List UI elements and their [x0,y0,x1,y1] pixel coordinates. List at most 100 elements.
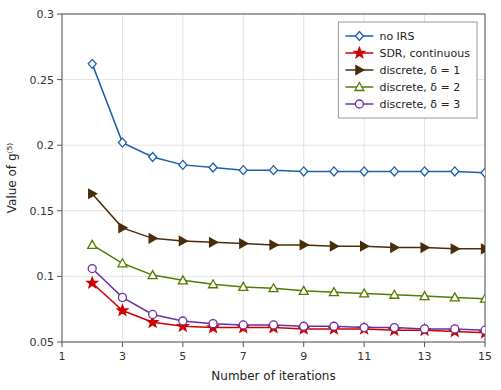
point [240,239,248,248]
legend-marker [356,66,364,75]
point [87,277,97,287]
point [239,282,248,290]
legend-box [338,22,477,118]
tick-label: 0.05 [30,336,55,349]
point [391,243,399,252]
point [420,292,429,300]
point [210,238,218,247]
point [300,167,308,176]
legend-label: no IRS [379,30,414,43]
point [359,323,369,333]
grid-line [182,14,183,342]
point [209,320,217,328]
point [209,280,218,288]
series [88,240,485,302]
point [270,240,278,249]
point [390,167,398,176]
grid-line [243,14,244,342]
point [300,322,308,330]
series-line [92,269,485,331]
tick-label: 1 [59,350,66,363]
x-axis-label: Number of iterations [211,369,335,383]
tick-label: 9 [300,350,307,363]
tick-label: 0.3 [37,8,55,21]
legend-label: discrete, δ = 2 [379,81,460,94]
tick [62,342,63,347]
point [360,324,368,332]
series-line [92,245,485,299]
point [451,325,459,333]
point [329,288,338,296]
point [88,240,97,248]
legend-label: discrete, δ = 1 [379,64,460,77]
tick [364,342,365,347]
legend-label: discrete, δ = 3 [379,98,460,111]
tick [303,342,304,347]
point [179,160,187,169]
point [451,167,459,176]
point [118,293,126,301]
point [421,325,429,333]
point [89,189,97,198]
tick [57,79,62,80]
point [270,166,278,175]
tick-label: 3 [119,350,126,363]
series [87,277,485,337]
point [481,294,486,302]
point [178,276,187,284]
point [179,317,187,325]
tick [485,342,486,347]
point [239,321,247,329]
tick-label: 0.25 [30,74,55,87]
point [148,271,157,279]
point [239,166,247,175]
point [330,322,338,330]
point [149,234,157,243]
y-axis-label: Value of g⁽⁵⁾ [5,143,19,214]
point [450,293,459,301]
point [421,167,429,176]
point [421,243,429,252]
plot-background [62,14,485,342]
legend: no IRS SDR, continuous discrete, δ = 1 disc… [338,22,477,118]
tick [122,342,123,347]
tick-label: 7 [240,350,247,363]
tick-label: 0.2 [37,139,55,152]
legend-marker [355,32,363,41]
tick-label: 15 [478,350,492,363]
data [87,59,485,337]
point [481,168,485,177]
point [390,290,399,298]
tick [57,14,62,15]
point [118,138,126,147]
point [330,242,338,251]
series [89,189,485,253]
legend-marker [355,83,364,91]
point [361,242,369,251]
legend-label: SDR, continuous [379,47,470,60]
tick [424,342,425,347]
tick-label: 0.1 [37,270,55,283]
grid-line [62,276,485,277]
point [149,310,157,318]
point [119,223,127,232]
chart: 0.050.10.150.20.250.313579111315Number o… [0,0,501,390]
tick-label: 5 [179,350,186,363]
series [88,265,485,335]
point [270,321,278,329]
point [419,325,429,335]
tick [57,276,62,277]
point [269,284,278,292]
tick [57,145,62,146]
tick [57,342,62,343]
plot-frame [62,14,485,342]
point [300,240,308,249]
point [330,167,338,176]
series-line [92,194,485,249]
point [149,153,157,162]
point [88,59,96,68]
legend-marker [355,100,363,108]
tick-label: 0.15 [30,205,55,218]
tick-label: 11 [357,350,371,363]
point [481,326,485,334]
